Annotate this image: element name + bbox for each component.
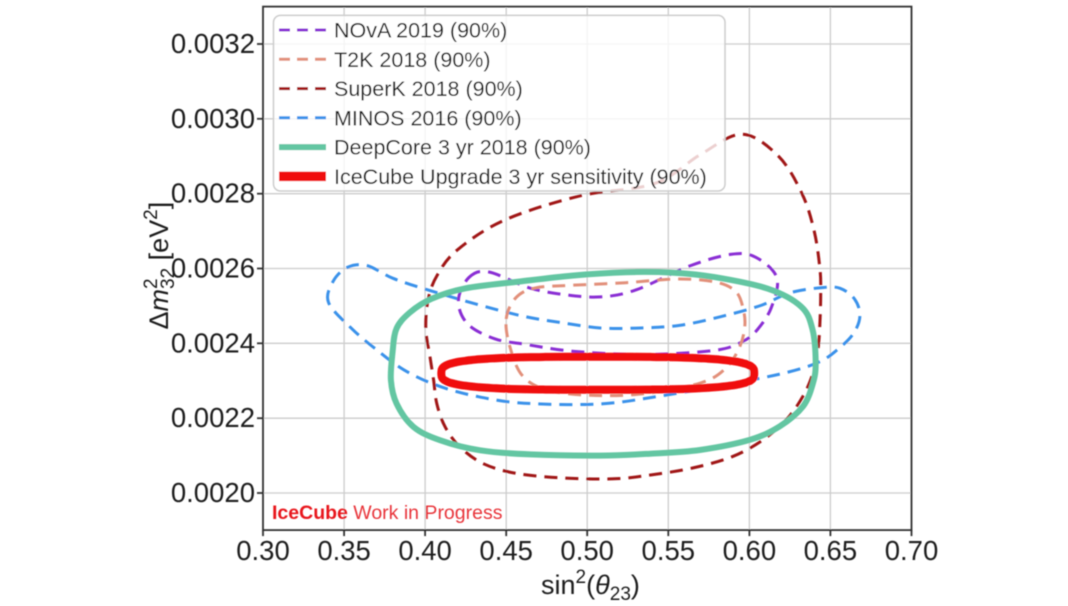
svg-text:NOvA 2019 (90%): NOvA 2019 (90%) — [334, 19, 507, 43]
svg-text:IceCube Upgrade 3 yr sensitivi: IceCube Upgrade 3 yr sensitivity (90%) — [334, 165, 707, 189]
svg-text:Δm232 [eV2]: Δm232 [eV2] — [141, 202, 179, 330]
svg-text:0.0020: 0.0020 — [171, 477, 255, 508]
svg-text:IceCube Work in Progress: IceCube Work in Progress — [272, 502, 503, 524]
svg-text:MINOS 2016 (90%): MINOS 2016 (90%) — [334, 106, 522, 130]
svg-text:0.65: 0.65 — [804, 535, 858, 566]
svg-text:0.0024: 0.0024 — [171, 327, 255, 358]
svg-text:0.30: 0.30 — [236, 535, 290, 566]
svg-text:0.55: 0.55 — [642, 535, 696, 566]
svg-text:DeepCore 3 yr 2018 (90%): DeepCore 3 yr 2018 (90%) — [334, 136, 591, 160]
svg-text:0.0022: 0.0022 — [171, 402, 255, 433]
svg-text:0.60: 0.60 — [723, 535, 777, 566]
svg-text:0.70: 0.70 — [885, 535, 939, 566]
svg-text:0.0026: 0.0026 — [171, 253, 255, 284]
svg-text:0.0030: 0.0030 — [171, 103, 255, 134]
svg-text:0.0032: 0.0032 — [171, 28, 255, 59]
svg-text:0.50: 0.50 — [560, 535, 614, 566]
svg-text:0.0028: 0.0028 — [171, 178, 255, 209]
svg-text:0.40: 0.40 — [398, 535, 452, 566]
svg-text:T2K 2018 (90%): T2K 2018 (90%) — [334, 48, 491, 72]
svg-text:0.35: 0.35 — [317, 535, 371, 566]
svg-text:0.45: 0.45 — [479, 535, 533, 566]
svg-text:SuperK 2018 (90%): SuperK 2018 (90%) — [334, 77, 523, 101]
